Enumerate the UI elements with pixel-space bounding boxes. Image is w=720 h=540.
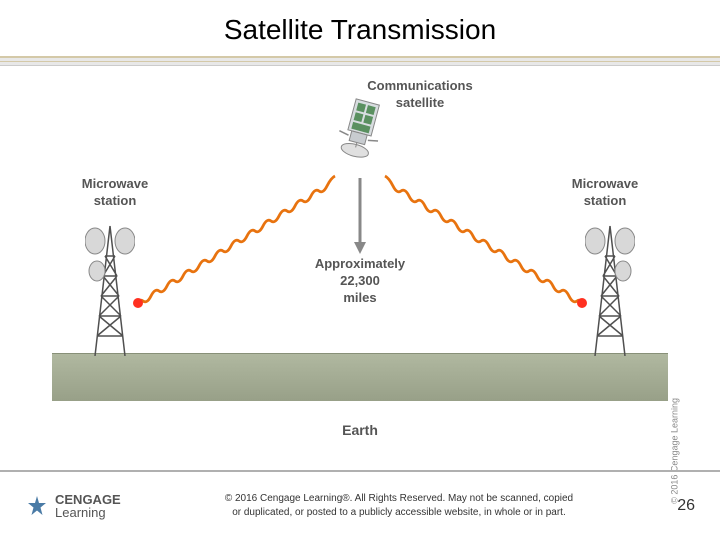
earth-label: Earth [342, 422, 378, 438]
distance-arrow-icon [351, 176, 369, 256]
brand-bottom-text: Learning [55, 506, 121, 519]
ground-strip [52, 353, 668, 401]
satellite-label: Communicationssatellite [350, 78, 490, 112]
cengage-star-icon [25, 494, 49, 518]
tower-right [585, 216, 635, 356]
right-station-label: Microwavestation [565, 176, 645, 210]
page-number: 26 [677, 497, 695, 515]
copyright-text: © 2016 Cengage Learning®. All Rights Res… [121, 492, 677, 520]
slide-title: Satellite Transmission [0, 0, 720, 56]
footer-bar: CENGAGE Learning © 2016 Cengage Learning… [0, 470, 720, 540]
accent-band [0, 56, 720, 66]
brand-logo: CENGAGE Learning [25, 493, 121, 519]
left-station-label: Microwavestation [75, 176, 155, 210]
diagram-area: Earth [0, 66, 720, 456]
tower-left [85, 216, 135, 356]
distance-label: Approximately22,300miles [300, 256, 420, 307]
